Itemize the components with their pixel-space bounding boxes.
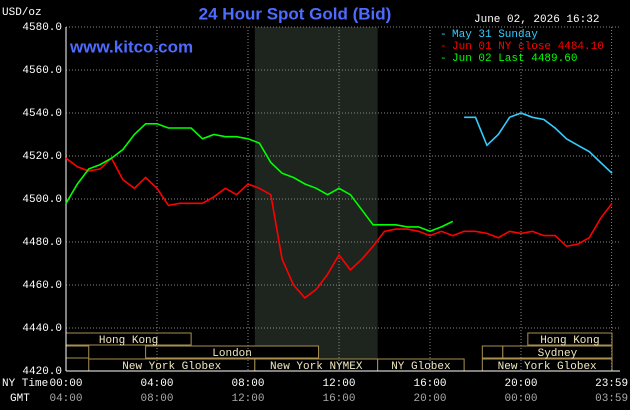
under-layer [65,26,620,372]
x2-tick-label: 08:00 [140,393,173,405]
session-box [145,345,320,359]
session-box [481,345,504,359]
session-label: NY Globex [391,361,451,373]
y-tick-label: 4420.0 [22,366,62,378]
y-tick-label: 4440.0 [22,323,62,335]
y-tick-label: 4480.0 [22,237,62,249]
legend-marker: - [440,53,447,65]
x-tick-label: 04:00 [140,378,173,390]
x-tick-label: 00:00 [49,378,82,390]
session-label: Sydney [538,348,578,360]
legend-label: Jun 01 NY close 4484.10 [452,41,604,53]
x2-tick-label: 03:59 [595,393,628,405]
series-line [65,123,454,233]
x-tick-label: 16:00 [413,378,446,390]
session-box [65,345,90,359]
x-tick-label: 20:00 [504,378,537,390]
session-label: London [212,348,252,360]
series-line [65,156,613,299]
x-axis-label: NY Time [2,378,48,390]
timestamp: June 02, 2026 16:32 [474,14,599,26]
chart-title: 24 Hour Spot Gold (Bid) [199,4,392,23]
legend-label: Jun 02 Last 4489.60 [452,53,577,65]
session-label: New York Globex [498,361,597,373]
legend-label: May 31 Sunday [452,29,538,41]
y-tick-label: 4460.0 [22,280,62,292]
y-tick-label: 4520.0 [22,151,62,163]
watermark: www.kitco.com [69,37,193,56]
series-line [464,112,613,174]
unit-label: USD/oz [2,7,42,19]
legend-marker: - [440,41,447,53]
session-label: Hong Kong [99,335,158,347]
x2-axis-label: GMT [10,393,30,405]
legend-marker: - [440,29,447,41]
x2-tick-label: 12:00 [231,393,264,405]
session-label: New York NYMEX [270,361,363,373]
x2-tick-label: 04:00 [49,393,82,405]
x2-tick-label: 16:00 [322,393,355,405]
x-tick-label: 08:00 [231,378,264,390]
y-tick-label: 4540.0 [22,108,62,120]
x-tick-label: 12:00 [322,378,355,390]
y-tick-label: 4580.0 [22,22,62,34]
session-label: Hong Kong [540,335,599,347]
x2-tick-label: 20:00 [413,393,446,405]
x-tick-label: 23:59 [595,378,628,390]
x2-tick-label: 00:00 [504,393,537,405]
session-label: New York Globex [122,361,221,373]
y-tick-label: 4560.0 [22,65,62,77]
y-tick-label: 4500.0 [22,194,62,206]
